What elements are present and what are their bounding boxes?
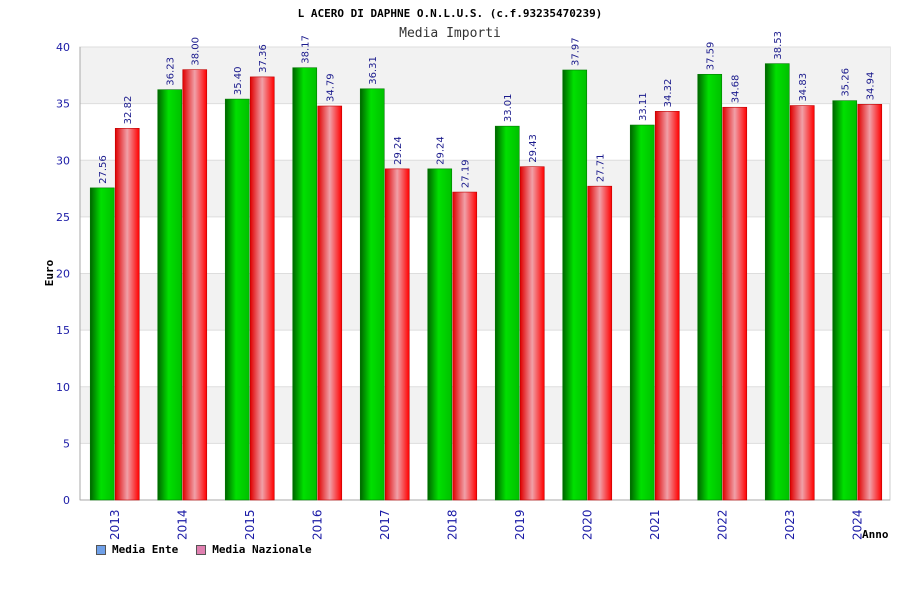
legend-item-media-ente: Media Ente	[96, 543, 178, 556]
data-label: 29.24	[393, 136, 404, 165]
x-tick-label: 2020	[580, 509, 594, 540]
x-tick-label: 2019	[513, 509, 527, 540]
bar-media-nazionale-2016	[317, 105, 343, 501]
bar-media-ente-2024	[832, 100, 858, 501]
data-label: 34.94	[866, 72, 877, 101]
data-label: 32.82	[123, 96, 134, 125]
bar-media-ente-2017	[359, 88, 385, 501]
data-label: 38.53	[773, 31, 784, 60]
data-label: 37.59	[706, 42, 717, 71]
x-tick-label: 2021	[648, 509, 662, 540]
legend: Media Ente Media Nazionale	[96, 543, 312, 556]
legend-swatch-media-nazionale	[196, 544, 207, 555]
data-label: 37.97	[571, 37, 582, 66]
bar-media-nazionale-2014	[182, 69, 208, 501]
data-label: 27.71	[596, 154, 607, 183]
y-tick-label: 15	[56, 324, 70, 337]
bar-media-ente-2014	[157, 89, 183, 501]
y-tick-label: 10	[56, 381, 70, 394]
data-label: 38.00	[191, 37, 202, 66]
grid-band	[80, 160, 890, 217]
y-tick-label: 25	[56, 211, 70, 224]
bar-media-nazionale-2018	[452, 191, 478, 501]
bar-media-nazionale-2022	[722, 106, 748, 501]
bar-media-ente-2015	[224, 98, 250, 501]
grid-band	[80, 386, 890, 444]
x-tick-label: 2013	[108, 509, 122, 540]
data-label: 33.01	[503, 94, 514, 123]
bar-media-ente-2023	[764, 63, 790, 501]
data-label: 27.56	[98, 155, 109, 184]
data-label: 37.36	[258, 44, 269, 73]
y-tick-label: 0	[63, 494, 70, 507]
x-tick-label: 2022	[715, 509, 729, 540]
y-axis-label: Euro	[43, 259, 56, 286]
bar-media-ente-2021	[629, 124, 655, 501]
chart-subtitle: Media Importi	[399, 26, 501, 41]
grid-band	[80, 47, 890, 104]
bar-media-nazionale-2019	[519, 166, 545, 501]
bar-media-nazionale-2015	[249, 76, 275, 501]
y-tick-label: 5	[63, 437, 70, 450]
data-label: 38.17	[301, 35, 312, 64]
x-tick-label: 2014	[175, 509, 189, 540]
x-tick-label: 2017	[378, 509, 392, 540]
data-label: 33.11	[638, 92, 649, 121]
bar-media-ente-2016	[292, 67, 318, 501]
x-tick-label: 2015	[243, 509, 257, 540]
x-tick-label: 2016	[310, 509, 324, 540]
y-tick-label: 40	[56, 41, 70, 54]
bar-media-ente-2013	[89, 187, 115, 501]
data-label: 34.83	[798, 73, 809, 102]
bar-media-ente-2022	[697, 73, 723, 501]
bar-media-ente-2019	[494, 125, 520, 501]
bar-media-nazionale-2020	[587, 185, 613, 501]
bar-media-nazionale-2021	[654, 111, 680, 501]
legend-item-media-nazionale: Media Nazionale	[196, 543, 312, 556]
bar-media-ente-2018	[427, 168, 453, 501]
legend-label-media-nazionale: Media Nazionale	[212, 543, 312, 556]
data-label: 29.24	[436, 136, 447, 165]
bar-media-nazionale-2013	[114, 128, 140, 501]
y-tick-label: 35	[56, 98, 70, 111]
y-tick-label: 20	[56, 268, 70, 281]
legend-swatch-media-ente	[96, 544, 106, 555]
data-label: 36.31	[368, 56, 379, 85]
data-label: 34.32	[663, 79, 674, 108]
data-label: 29.43	[528, 134, 539, 163]
data-label: 36.23	[166, 57, 177, 86]
bar-media-nazionale-2024	[857, 104, 883, 501]
x-tick-label: 2018	[445, 509, 459, 540]
x-axis-label: Anno	[862, 528, 889, 541]
grid-band	[80, 273, 890, 331]
data-label: 34.79	[326, 73, 337, 102]
data-label: 34.68	[731, 75, 742, 104]
data-label: 27.19	[461, 159, 472, 188]
bar-media-nazionale-2017	[384, 168, 410, 501]
x-tick-label: 2024	[850, 509, 864, 540]
bar-media-nazionale-2023	[789, 105, 815, 501]
legend-label-media-ente: Media Ente	[112, 543, 179, 556]
chart-title: L ACERO DI DAPHNE O.N.L.U.S. (c.f.932354…	[298, 7, 603, 20]
data-label: 35.40	[233, 66, 244, 95]
bar-media-ente-2020	[562, 69, 588, 501]
y-tick-label: 30	[56, 154, 70, 167]
x-tick-label: 2023	[783, 509, 797, 540]
data-label: 35.26	[841, 68, 852, 97]
